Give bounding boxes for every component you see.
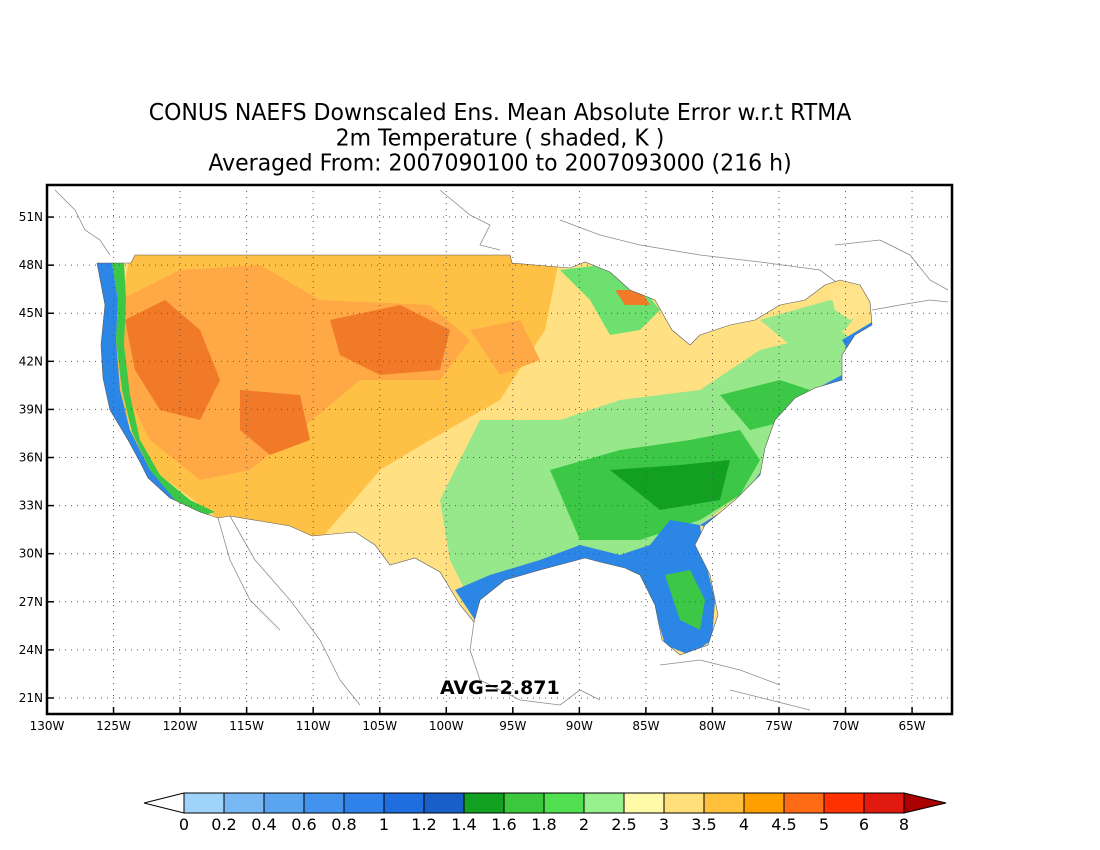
conus-outline <box>96 254 873 656</box>
lat-tick-label: 48N <box>19 258 43 272</box>
colorbar-label: 1.4 <box>451 815 476 834</box>
lat-tick-label: 24N <box>19 643 43 657</box>
lon-tick-label: 90W <box>566 719 593 733</box>
colorbar-box <box>263 792 305 814</box>
colorbar-label: 1 <box>379 815 389 834</box>
colorbar-box <box>823 792 865 814</box>
colorbar-box <box>743 792 785 814</box>
avg-annotation: AVG=2.871 <box>440 677 560 699</box>
lat-tick-label: 42N <box>19 354 43 368</box>
lat-tick-label: 30N <box>19 547 43 561</box>
colorbar-label: 0.8 <box>331 815 356 834</box>
coastlines <box>54 189 949 711</box>
colorbar-label: 6 <box>859 815 869 834</box>
colorbar-label: 3.5 <box>691 815 716 834</box>
lon-tick-label: 105W <box>362 719 397 733</box>
colorbar-box <box>303 792 345 814</box>
colorbar-label: 1.8 <box>531 815 556 834</box>
lat-tick-label: 45N <box>19 306 43 320</box>
lon-tick-label: 75W <box>765 719 792 733</box>
colorbar-box <box>343 792 385 814</box>
lat-tick-label: 33N <box>19 499 43 513</box>
lat-tick-label: 21N <box>19 691 43 705</box>
colorbar-label: 2.5 <box>611 815 636 834</box>
colorbar-box <box>703 792 745 814</box>
colorbar-over-arrow <box>903 792 947 814</box>
lon-tick-label: 65W <box>899 719 926 733</box>
lon-axis: 130W 125W 120W 115W 110W 105W 100W 95W 90W 85W 80W… <box>30 707 926 733</box>
colorbar-box <box>183 792 225 814</box>
colorbar-box <box>463 792 505 814</box>
lon-tick-label: 110W <box>296 719 331 733</box>
colorbar-box <box>383 792 425 814</box>
colorbar-label: 0.2 <box>211 815 236 834</box>
colorbar-label: 5 <box>819 815 829 834</box>
colorbar-box <box>863 792 905 814</box>
colorbar-label: 1.2 <box>411 815 436 834</box>
lon-tick-label: 95W <box>499 719 526 733</box>
colorbar-label: 1.6 <box>491 815 516 834</box>
lon-tick-label: 115W <box>229 719 264 733</box>
title-line-2: 2m Temperature ( shaded, K ) <box>335 125 665 152</box>
colorbar-label: 0.4 <box>251 815 276 834</box>
lat-tick-label: 36N <box>19 451 43 465</box>
plot-frame <box>45 183 954 716</box>
grid-lines <box>46 185 952 714</box>
colorbar-box <box>543 792 585 814</box>
colorbar-box <box>503 792 545 814</box>
colorbar-label: 0.6 <box>291 815 316 834</box>
lon-tick-label: 80W <box>699 719 726 733</box>
colorbar: 0 0.2 0.4 0.6 0.8 1 1.2 1.4 1.6 1.8 2 2.5 3 3.5 4 4.5 5 6… <box>143 792 947 834</box>
title-line-1: CONUS NAEFS Downscaled Ens. Mean Absolut… <box>148 100 852 127</box>
colorbar-under-arrow <box>143 792 185 814</box>
colorbar-box <box>583 792 625 814</box>
colorbar-box <box>623 792 665 814</box>
lon-tick-label: 100W <box>429 719 464 733</box>
lon-tick-label: 130W <box>30 719 65 733</box>
colorbar-label: 4 <box>739 815 749 834</box>
lon-tick-label: 70W <box>832 719 859 733</box>
colorbar-label: 0 <box>179 815 189 834</box>
lat-tick-label: 27N <box>19 595 43 609</box>
colorbar-label: 8 <box>899 815 909 834</box>
lon-tick-label: 125W <box>96 719 131 733</box>
colorbar-box <box>783 792 825 814</box>
lat-axis: 21N 24N 27N 30N 33N 36N 39N 42N 45N 48N 51N <box>19 210 54 705</box>
lon-tick-label: 120W <box>163 719 198 733</box>
colorbar-box <box>423 792 465 814</box>
colorbar-label: 4.5 <box>771 815 796 834</box>
colorbar-box <box>663 792 705 814</box>
colorbar-box <box>223 792 265 814</box>
lat-tick-label: 51N <box>19 210 43 224</box>
colorbar-label: 3 <box>659 815 669 834</box>
colorbar-label: 2 <box>579 815 589 834</box>
chart-title: CONUS NAEFS Downscaled Ens. Mean Absolut… <box>40 101 960 177</box>
title-line-3: Averaged From: 2007090100 to 2007093000 … <box>208 150 792 177</box>
lat-tick-label: 39N <box>19 402 43 416</box>
lon-tick-label: 85W <box>632 719 659 733</box>
